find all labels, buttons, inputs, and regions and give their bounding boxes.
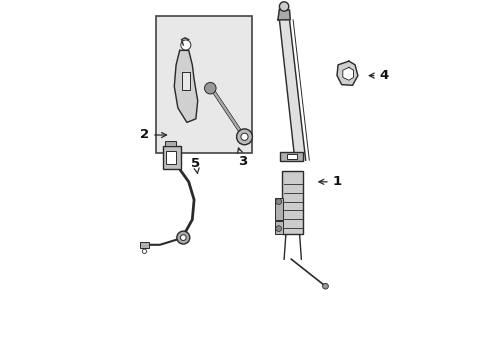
Bar (163, 146, 181, 169)
Circle shape (236, 129, 252, 145)
Circle shape (279, 2, 288, 11)
Bar (140, 242, 149, 248)
Text: 2: 2 (140, 129, 166, 141)
Bar (275, 198, 283, 220)
Polygon shape (277, 9, 289, 20)
Circle shape (275, 199, 281, 204)
Text: 4: 4 (368, 69, 388, 82)
Circle shape (241, 133, 247, 140)
Bar (286, 154, 296, 159)
Circle shape (322, 283, 328, 289)
Text: 5: 5 (191, 157, 200, 174)
Polygon shape (336, 61, 357, 85)
Bar (282, 171, 303, 234)
Polygon shape (279, 20, 305, 160)
Circle shape (180, 235, 186, 240)
Circle shape (142, 249, 146, 253)
Bar (165, 141, 176, 146)
Circle shape (177, 231, 189, 244)
Polygon shape (182, 72, 189, 90)
Bar (156, 16, 251, 153)
Bar (279, 152, 303, 161)
Circle shape (181, 40, 190, 50)
Circle shape (275, 226, 281, 231)
Text: 3: 3 (237, 148, 247, 168)
Bar (275, 221, 283, 234)
Polygon shape (174, 50, 197, 122)
Circle shape (204, 82, 216, 94)
Polygon shape (342, 67, 353, 80)
Text: 1: 1 (318, 175, 341, 188)
Bar (166, 151, 176, 164)
